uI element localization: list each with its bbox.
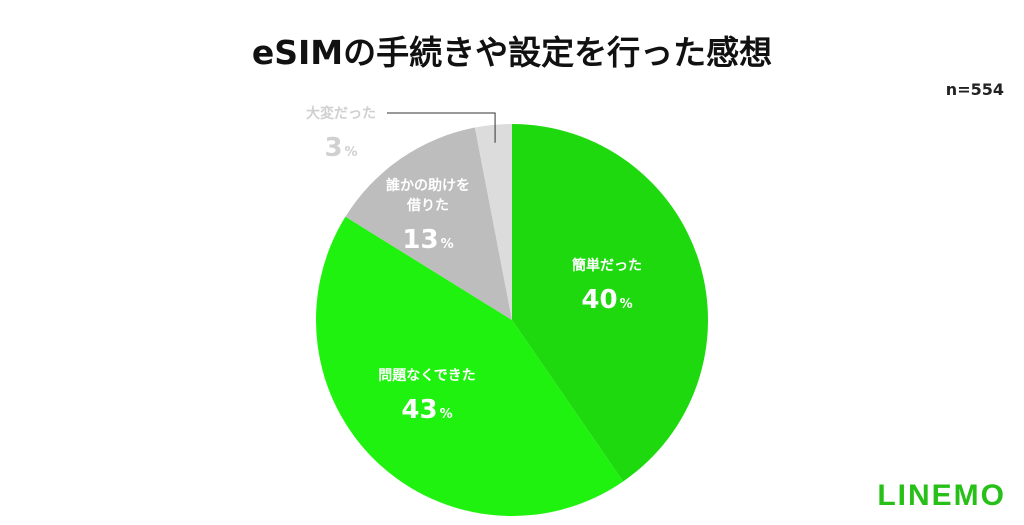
slice-label: 簡単だった: [572, 257, 642, 274]
pie-slice: [316, 216, 624, 516]
chart-title: eSIMの手続きや設定を行った感想: [251, 33, 773, 72]
slice-label-group: 問題なくできた 43%: [378, 368, 476, 425]
sample-size: n=554: [945, 80, 1004, 99]
leader-line: [387, 112, 496, 143]
slice-label-group: 大変だった 3%: [306, 105, 376, 163]
slice-label: 大変だった: [306, 105, 376, 122]
slice-label-group: 簡単だった 40%: [572, 257, 642, 315]
slice-value-label: 3%: [324, 133, 357, 163]
slice-value-label: 43%: [401, 395, 452, 425]
slice-label: 誰かの助けを: [386, 177, 470, 194]
linemo-logo: LINEMO: [877, 479, 1006, 512]
slice-value-label: 40%: [581, 285, 632, 315]
pie-slice: [512, 124, 708, 482]
slice-value-label: 13%: [402, 225, 453, 255]
pie-slice: [345, 127, 512, 320]
pie-slice: [474, 124, 512, 320]
slice-label: 問題なくできた: [378, 368, 476, 384]
slice-label: 借りた: [406, 197, 449, 214]
